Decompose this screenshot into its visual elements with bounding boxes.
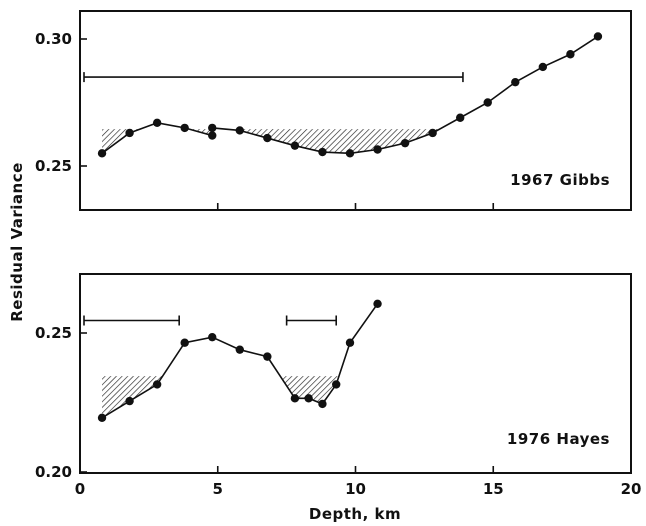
data-point: [208, 332, 217, 342]
y-tick-label: 0.30: [35, 30, 72, 48]
y-axis-title: Residual Variance: [8, 162, 26, 322]
y-tick-label: 0.25: [35, 157, 72, 175]
x-axis-title: Depth, km: [309, 505, 401, 523]
x-axis-ticks: 0 5 10 15 20: [75, 480, 642, 498]
data-point: [180, 338, 189, 347]
panel-top-label: 1967 Gibbs: [510, 171, 610, 189]
hatched-region: [102, 129, 140, 154]
data-point: [318, 147, 327, 157]
hatched-region: [102, 376, 163, 418]
data-point: [511, 77, 520, 87]
data-point: [400, 138, 410, 148]
data-point: [125, 396, 134, 406]
data-point: [345, 338, 355, 347]
data-point: [235, 345, 244, 354]
data-point: [208, 123, 217, 133]
panel-bottom: 0.20 0.25: [35, 273, 632, 481]
data-point: [125, 128, 134, 138]
x-tick-label: 15: [483, 480, 504, 498]
x-tick-label: 10: [345, 480, 366, 498]
data-point: [290, 141, 300, 150]
data-point: [304, 394, 313, 403]
panel-top: 0.25 0.30: [35, 10, 632, 211]
y-tick-label: 0.20: [35, 463, 72, 481]
data-point: [538, 62, 548, 72]
data-point: [345, 149, 355, 158]
data-point: [97, 149, 107, 158]
x-tick-label: 5: [213, 480, 223, 498]
data-point: [97, 413, 107, 422]
panel-bottom-label: 1976 Hayes: [507, 430, 610, 448]
data-point: [373, 299, 382, 309]
series-line: [101, 35, 599, 155]
data-point: [263, 133, 272, 143]
data-point: [428, 128, 437, 138]
data-point: [235, 126, 244, 135]
x-tick-label: 20: [621, 480, 642, 498]
data-point: [566, 50, 575, 59]
data-point: [332, 380, 341, 389]
data-point: [263, 352, 272, 361]
data-point: [290, 394, 300, 403]
data-point: [208, 131, 217, 140]
data-point: [593, 32, 603, 41]
data-point: [455, 113, 465, 122]
data-point: [318, 399, 327, 409]
data-point: [152, 118, 162, 128]
data-point: [152, 380, 162, 389]
x-tick-label: 0: [75, 480, 85, 498]
y-tick-label: 0.25: [35, 324, 72, 342]
data-point: [180, 123, 189, 133]
data-point: [373, 145, 382, 154]
data-point: [483, 98, 492, 107]
